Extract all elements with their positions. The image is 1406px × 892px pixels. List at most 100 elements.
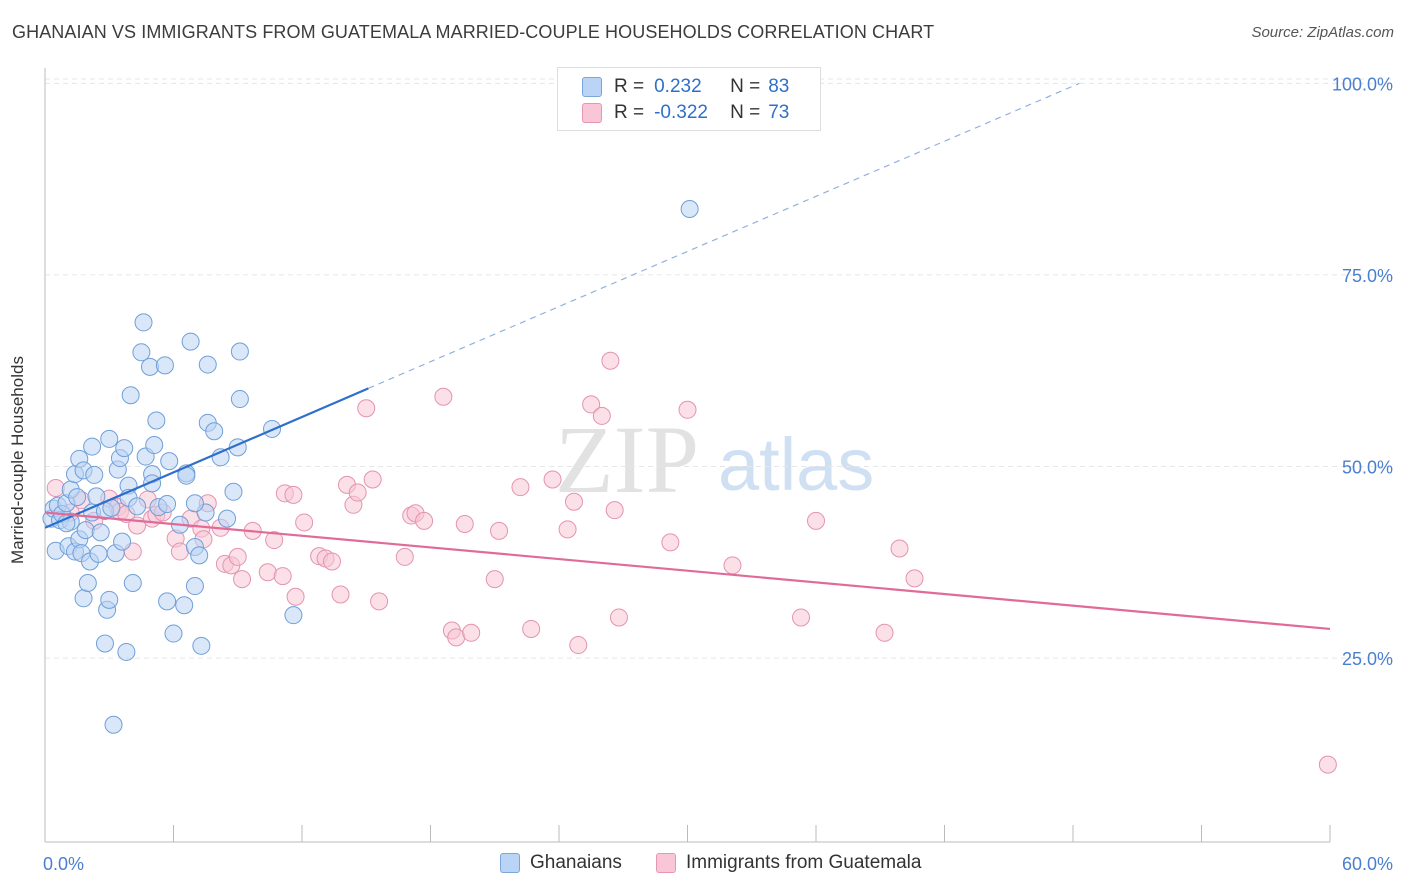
ghanaian-point	[164, 624, 183, 643]
ghanaian-point	[198, 355, 217, 374]
legend-r-value-ghanaians: 0.232	[654, 76, 702, 97]
guatemala-point	[295, 513, 314, 532]
guatemala-point	[455, 514, 474, 533]
legend-n-value-guatemala: 73	[768, 102, 790, 123]
ghanaian-point	[57, 514, 76, 533]
ghanaian-point	[205, 422, 224, 441]
guatemala-point	[415, 511, 434, 530]
guatemala-point	[592, 406, 611, 425]
ghanaian-point	[190, 546, 209, 565]
guatemala-point	[273, 567, 292, 586]
series-name-ghanaians: Ghanaians	[530, 852, 622, 873]
x-tick-label: 0.0%	[43, 854, 84, 874]
series-legend-guatemala[interactable]: Immigrants from Guatemala	[656, 852, 921, 874]
ghanaian-point	[155, 356, 174, 375]
ghanaian-point	[224, 482, 243, 501]
guatemala-point	[348, 483, 367, 502]
y-tick-label: 25.0%	[1342, 649, 1393, 669]
ghanaian-point	[104, 715, 123, 734]
chart-title: GHANAIAN VS IMMIGRANTS FROM GUATEMALA MA…	[12, 22, 935, 42]
guatemala-point	[522, 619, 541, 638]
gridlines	[45, 78, 1394, 659]
guatemala-point	[569, 636, 588, 655]
guatemala-point	[490, 521, 509, 540]
ghanaian-point	[91, 523, 110, 542]
guatemala-point	[447, 628, 466, 647]
ghanaian-point	[192, 636, 211, 655]
trend-lines	[44, 82, 1331, 631]
ghanaian-point	[85, 465, 104, 484]
axes	[44, 68, 1331, 843]
guatemala-point	[558, 520, 577, 539]
ghanaian-point	[89, 544, 108, 563]
watermark-atlas: atlas	[718, 423, 874, 506]
ghanaian-point	[230, 342, 249, 361]
ghanaian-point	[158, 495, 177, 514]
ghanaian-point	[140, 357, 159, 376]
y-tick-label: 100.0%	[1332, 74, 1393, 94]
guatemala-point	[46, 478, 65, 497]
guatemala-point	[564, 492, 583, 511]
legend-row-guatemala: R = -0.322 N = 73	[582, 100, 789, 126]
y-tick-label: 50.0%	[1342, 457, 1393, 477]
ghanaian-point	[158, 592, 177, 611]
guatemala-point	[678, 400, 697, 419]
guatemala-point	[601, 351, 620, 370]
guatemala-point	[228, 547, 247, 566]
guatemala-point	[284, 485, 303, 504]
guatemala-point	[286, 587, 305, 606]
guatemala-point	[462, 623, 481, 642]
ghanaian-point	[218, 509, 237, 528]
ghanaian-point	[121, 386, 140, 405]
guatemala-point	[331, 585, 350, 604]
guatemala-point	[543, 470, 562, 489]
ghanaian-point	[160, 452, 179, 471]
series-swatch-pink	[656, 853, 676, 873]
ghanaian-point	[185, 494, 204, 513]
ghanaian-point	[185, 577, 204, 596]
ghanaian-point	[230, 390, 249, 409]
ghanaian-trend-line	[44, 387, 369, 529]
legend-n-value-ghanaians: 83	[768, 76, 790, 97]
guatemala-point	[233, 570, 252, 589]
guatemala-point	[370, 592, 389, 611]
ghanaian-point	[113, 532, 132, 551]
ghanaian-point	[181, 332, 200, 351]
guatemala-point	[395, 547, 414, 566]
ghanaian-point	[115, 439, 134, 458]
series-legend: Ghanaians Immigrants from Guatemala	[0, 852, 1406, 878]
guatemala-point	[357, 399, 376, 418]
guatemala-point	[322, 552, 341, 571]
guatemala-point	[905, 569, 924, 588]
guatemala-point	[875, 623, 894, 642]
series-name-guatemala: Immigrants from Guatemala	[686, 852, 922, 873]
ghanaian-point	[132, 343, 151, 362]
guatemala-point	[265, 531, 284, 550]
guatemala-point	[511, 478, 530, 497]
series-legend-ghanaians[interactable]: Ghanaians	[500, 852, 622, 874]
guatemala-trend-line	[44, 511, 1331, 631]
ghanaian-point	[680, 200, 699, 219]
guatemala-point	[582, 395, 601, 414]
guatemala-point	[434, 387, 453, 406]
ghanaian-point	[100, 590, 119, 609]
series-swatch-blue	[500, 853, 520, 873]
guatemala-point	[605, 501, 624, 520]
legend-n-label: N =	[730, 102, 761, 123]
legend-swatch-pink	[582, 103, 602, 123]
ghanaian-point	[145, 436, 164, 455]
ghanaian-point	[123, 573, 142, 592]
ghanaian-point	[284, 606, 303, 625]
guatemala-point	[723, 556, 742, 575]
ghanaian-trend-extension	[368, 82, 1080, 389]
source-credit: Source: ZipAtlas.com	[1251, 24, 1394, 41]
guatemala-point	[792, 608, 811, 627]
ghanaian-point	[134, 313, 153, 332]
legend-r-label: R =	[614, 102, 645, 123]
tick-labels: 25.0% 50.0% 75.0% 100.0% 0.0% 60.0%	[43, 74, 1393, 874]
guatemala-point	[807, 511, 825, 530]
guatemala-point	[609, 608, 628, 627]
ghanaian-point	[76, 521, 95, 540]
legend-swatch-blue	[582, 77, 602, 97]
